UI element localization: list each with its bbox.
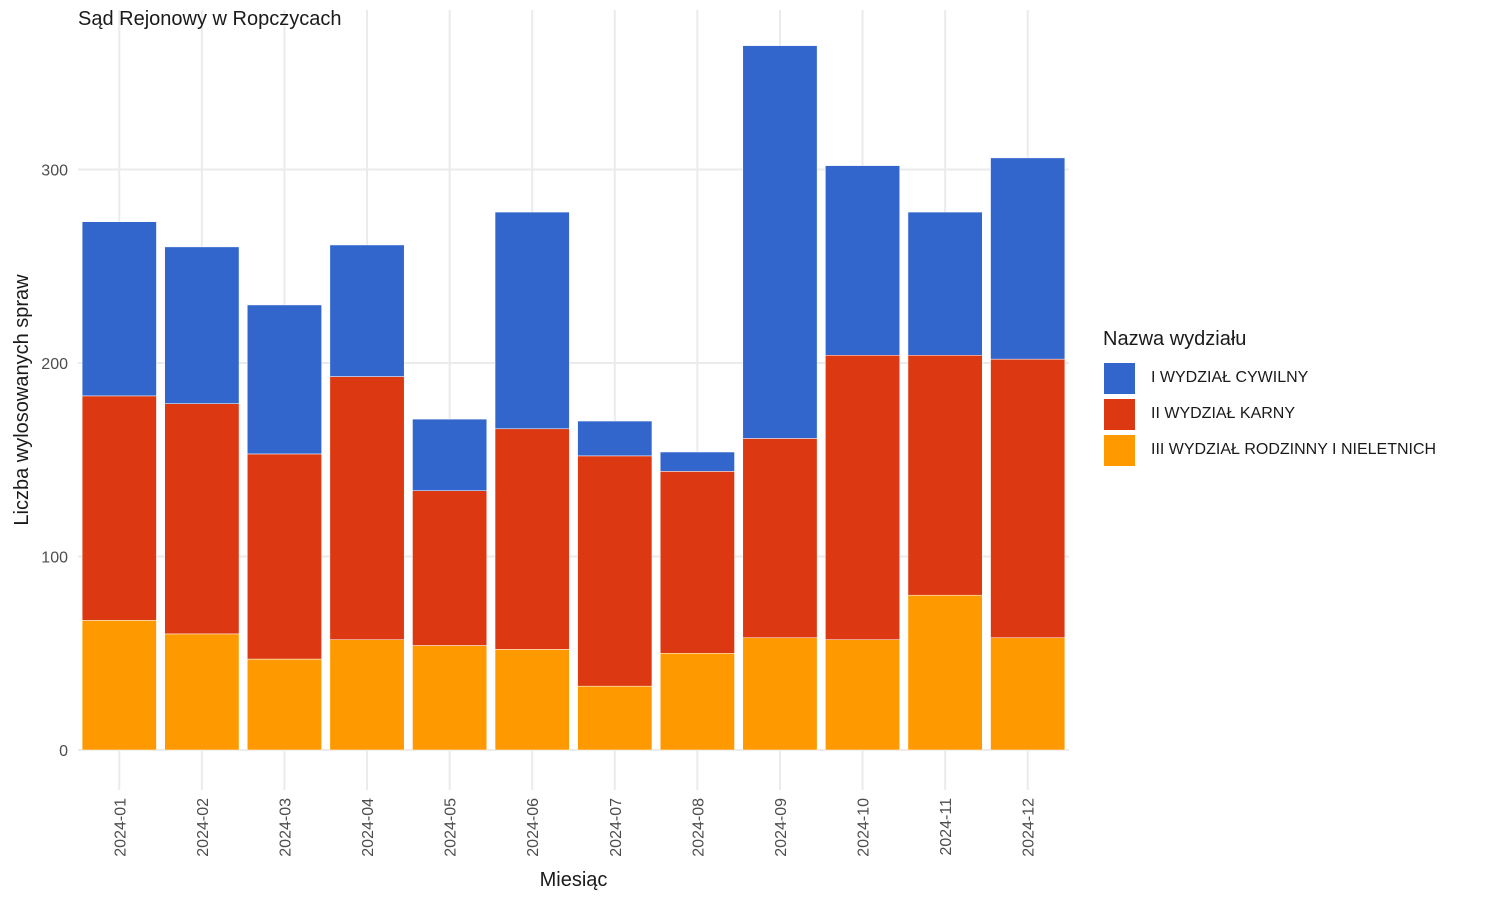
x-tick-label: 2024-12 (1021, 798, 1038, 857)
y-tick-labels: 0 100 200 300 (41, 163, 68, 761)
x-axis-title: Miesiąc (540, 869, 608, 891)
bar-segment (825, 165, 900, 356)
x-tick-label: 2024-07 (608, 798, 625, 857)
bar-segment (990, 637, 1066, 751)
bar-segment (742, 637, 818, 751)
x-tick-label: 2024-10 (856, 798, 873, 857)
bar-segment (990, 157, 1066, 360)
legend-label: I WYDZIAŁ CYWILNY (1151, 369, 1309, 386)
chart-title: Sąd Rejonowy w Ropczycach (78, 8, 342, 30)
x-tick-label: 2024-11 (938, 798, 955, 856)
x-tick-label: 2024-09 (773, 798, 790, 857)
x-tick-label: 2024-06 (525, 798, 542, 857)
legend: Nazwa wydziału I WYDZIAŁ CYWILNY II WYDZI… (1103, 328, 1436, 468)
bar-segment (329, 376, 405, 640)
bar-layer (81, 45, 1066, 751)
bar-segment (412, 418, 488, 491)
bar-segment (247, 658, 322, 751)
x-tick-label: 2024-02 (195, 798, 212, 857)
bar-segment (81, 221, 157, 397)
x-tick-labels: 2024-01 2024-02 2024-03 2024-04 2024-05 2024-… (112, 798, 1037, 857)
bar-segment (164, 246, 240, 404)
bar-segment (907, 211, 983, 356)
bar-segment (329, 244, 405, 377)
bar-segment (907, 594, 983, 751)
bar-segment (247, 453, 322, 660)
bar-segment (412, 645, 488, 751)
bar-segment (577, 420, 653, 457)
y-tick-label: 300 (41, 163, 68, 180)
bar-segment (659, 471, 735, 654)
legend-key (1103, 397, 1136, 431)
bar-segment (81, 395, 157, 621)
x-tick-label: 2024-04 (360, 798, 377, 857)
bar-segment (494, 428, 570, 650)
legend-item: II WYDZIAŁ KARNY (1103, 396, 1436, 432)
bar-segment (825, 355, 900, 640)
y-tick-label: 0 (59, 743, 68, 760)
legend-label: II WYDZIAŁ KARNY (1151, 405, 1296, 422)
bar-segment (990, 358, 1066, 639)
bar-segment (825, 639, 900, 751)
bar-segment (329, 639, 405, 751)
bar-segment (742, 45, 818, 439)
y-axis-title: Liczba wylosowanych spraw (11, 274, 33, 526)
x-tick-label: 2024-01 (112, 798, 129, 857)
bar-segment (247, 304, 322, 455)
legend-key (1103, 361, 1136, 395)
bar-segment (577, 685, 653, 751)
legend-label: III WYDZIAŁ RODZINNY I NIELETNICH (1151, 441, 1437, 458)
bar-segment (164, 633, 240, 751)
bar-segment (659, 451, 735, 472)
bar-segment (577, 455, 653, 687)
x-tick-label: 2024-08 (690, 798, 707, 857)
x-tick-label: 2024-05 (443, 798, 460, 857)
bar-segment (742, 438, 818, 639)
bar-segment (494, 649, 570, 751)
bar-segment (907, 355, 983, 596)
bar-segment (81, 620, 157, 751)
y-tick-label: 100 (41, 550, 68, 567)
bar-segment (412, 490, 488, 646)
legend-item: I WYDZIAŁ CYWILNY (1103, 360, 1436, 396)
bar-segment (494, 211, 570, 430)
bar-segment (659, 653, 735, 751)
legend-key (1103, 433, 1136, 467)
legend-item: III WYDZIAŁ RODZINNY I NIELETNICH (1103, 432, 1436, 468)
legend-title: Nazwa wydziału (1103, 328, 1247, 350)
bar-segment (164, 403, 240, 635)
y-tick-label: 200 (41, 356, 68, 373)
legend-items: I WYDZIAŁ CYWILNY II WYDZIAŁ KARNY III WYD… (1103, 360, 1436, 468)
x-tick-label: 2024-03 (277, 798, 294, 857)
